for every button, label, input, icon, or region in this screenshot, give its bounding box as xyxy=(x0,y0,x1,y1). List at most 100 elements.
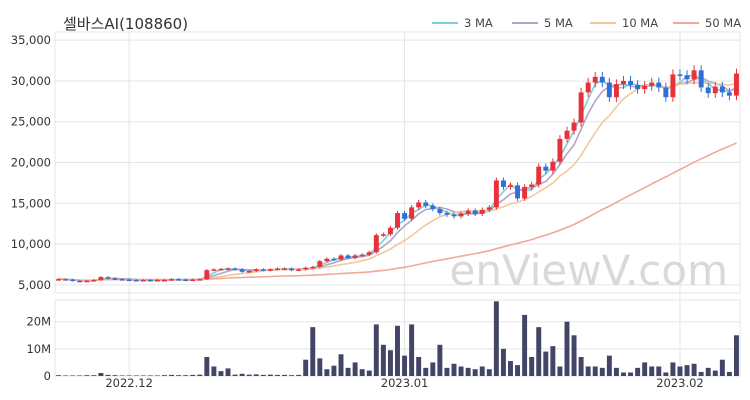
volume-bar xyxy=(154,375,160,376)
volume-bar xyxy=(585,366,591,376)
candle-body xyxy=(112,278,118,280)
volume-bar xyxy=(557,366,563,376)
candle-body xyxy=(310,266,316,269)
candle-body xyxy=(536,166,542,185)
volume-bar xyxy=(649,366,655,376)
candle-body xyxy=(564,130,570,139)
volume-bar xyxy=(515,365,521,376)
candle-body xyxy=(649,82,655,86)
candle-body xyxy=(380,234,386,236)
volume-bar xyxy=(663,372,669,376)
volume-bar xyxy=(677,366,683,376)
candle-body xyxy=(282,268,287,271)
candle-body xyxy=(289,268,295,271)
candle-body xyxy=(500,180,506,187)
volume-bar xyxy=(126,375,132,376)
volume-bar xyxy=(550,346,556,376)
legend-label: 3 MA xyxy=(464,16,493,30)
candle-body xyxy=(571,122,577,131)
candle-body xyxy=(169,279,174,281)
volume-bar xyxy=(444,367,450,376)
candle-body xyxy=(190,279,196,282)
legend-label: 5 MA xyxy=(544,16,573,30)
candle-body xyxy=(225,268,231,271)
candle-body xyxy=(599,76,605,83)
volume-bar xyxy=(324,369,330,376)
volume-bar xyxy=(366,370,372,376)
candle-body xyxy=(557,138,563,162)
volume-bar xyxy=(267,374,273,376)
volume-bar xyxy=(656,366,662,376)
volume-bar xyxy=(670,362,676,376)
volume-bar xyxy=(529,357,535,376)
volume-bar xyxy=(77,375,83,376)
volume-bar xyxy=(493,301,499,376)
candle-body xyxy=(451,214,457,217)
candle-body xyxy=(726,92,732,96)
candle-body xyxy=(267,269,273,271)
volume-bar xyxy=(387,350,393,376)
volume-bar xyxy=(119,375,125,376)
candle-body xyxy=(677,74,683,76)
volume-bar xyxy=(331,365,337,376)
volume-bar xyxy=(211,366,217,376)
candle-body xyxy=(324,258,330,262)
candle-body xyxy=(77,280,83,283)
volume-bar xyxy=(628,372,634,376)
volume-bar xyxy=(352,362,358,376)
candle-body xyxy=(331,258,337,261)
candle-body xyxy=(712,86,718,94)
candle-body xyxy=(119,279,125,281)
volume-bar xyxy=(705,367,711,376)
volume-bar xyxy=(56,375,62,376)
volume-bar xyxy=(274,374,280,376)
candle-body xyxy=(176,279,182,281)
candle-body xyxy=(126,279,132,282)
volume-bar xyxy=(691,363,697,376)
volume-bar xyxy=(140,375,146,376)
candle-body xyxy=(529,184,535,187)
candle-body xyxy=(515,185,521,199)
candle-body xyxy=(642,85,648,90)
volume-bar xyxy=(310,327,316,376)
candle-body xyxy=(733,73,739,96)
volume-bar xyxy=(190,374,196,376)
volume-bar xyxy=(712,370,718,376)
volume-bar xyxy=(225,368,231,376)
volume-bar xyxy=(246,374,252,376)
candle-body xyxy=(402,213,408,219)
volume-bar xyxy=(317,358,323,376)
candle-body xyxy=(578,92,584,123)
volume-bar xyxy=(486,369,492,376)
candle-body xyxy=(274,268,280,271)
volume-bar xyxy=(133,375,139,376)
candle-body xyxy=(218,268,224,271)
volume-bar xyxy=(508,361,513,376)
candle-body xyxy=(183,279,189,282)
x-tick-label: 2023.01 xyxy=(381,376,429,390)
candle-body xyxy=(197,279,203,281)
candle-body xyxy=(465,210,471,214)
volume-bar xyxy=(147,375,153,376)
candle-body xyxy=(670,74,676,98)
candle-body xyxy=(628,80,634,86)
candle-body xyxy=(352,255,358,258)
volume-bar xyxy=(70,375,76,376)
volume-bar xyxy=(423,367,429,376)
volume-tick-label: 0 xyxy=(44,369,51,383)
volume-bar xyxy=(430,362,436,376)
volume-bar xyxy=(359,369,365,376)
watermark: enViewV.com xyxy=(450,246,729,295)
candle-body xyxy=(211,269,217,271)
candle-body xyxy=(656,82,662,88)
candle-body xyxy=(635,85,641,90)
volume-bar xyxy=(373,324,379,376)
candle-body xyxy=(486,207,492,210)
candle-body xyxy=(147,279,153,282)
candle-body xyxy=(430,205,436,209)
candle-body xyxy=(373,235,379,253)
volume-bar xyxy=(409,324,415,376)
candle-body xyxy=(705,87,711,94)
candle-body xyxy=(437,208,443,214)
